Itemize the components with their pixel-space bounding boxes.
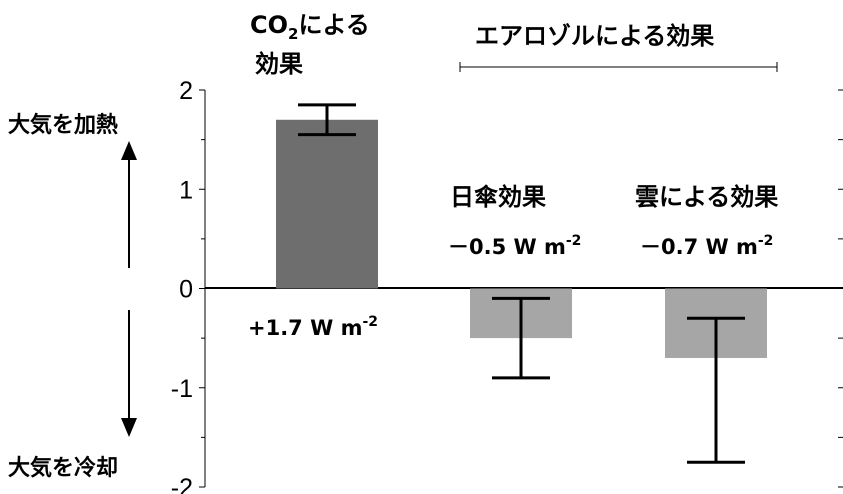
heat-arrow-head: [121, 141, 137, 160]
cool-arrow-head: [121, 418, 137, 437]
aerosol-group-label: エアロゾルによる効果: [475, 22, 714, 50]
cloud-value-label: －0.7 W m-2: [640, 233, 773, 259]
y-ticks: 2 1 0 -1 -2: [171, 77, 843, 494]
sunshade-value-label: －0.5 W m-2: [448, 233, 581, 259]
co2-label-line2: 効果: [255, 50, 303, 78]
bar-1: [276, 120, 378, 289]
cloud-label: 雲による効果: [635, 183, 778, 211]
y-tick-label: 0: [179, 276, 193, 304]
sunshade-label: 日傘効果: [450, 183, 546, 211]
heat-annotation: 大気を加熱: [8, 112, 118, 138]
y-tick-label: -2: [171, 474, 193, 494]
co2-label-line1: CO2による: [250, 11, 370, 43]
cool-annotation: 大気を冷却: [8, 455, 118, 481]
co2-value-label: +1.7 W m-2: [248, 314, 378, 340]
y-tick-label: -1: [171, 375, 193, 403]
y-tick-label: 2: [179, 77, 193, 105]
y-tick-label: 1: [179, 176, 193, 204]
